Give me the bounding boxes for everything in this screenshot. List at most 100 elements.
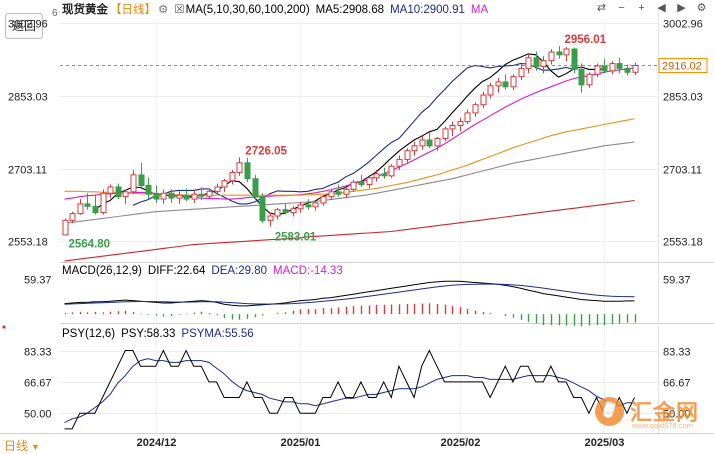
brand-name: 汇金网 xyxy=(630,400,700,425)
candle-body xyxy=(358,181,365,186)
psy-tick-right: 50.00 xyxy=(663,409,691,421)
period-tab[interactable]: 日线 ▼ xyxy=(4,437,40,454)
candle-up xyxy=(274,207,281,220)
candle-down xyxy=(601,58,608,74)
candle-body xyxy=(122,191,129,198)
candle-up xyxy=(312,201,319,211)
candle-up xyxy=(457,117,464,132)
candle-up xyxy=(122,189,129,204)
candle-up xyxy=(525,53,532,74)
candle-up xyxy=(540,56,547,74)
candle-body xyxy=(236,162,243,173)
ma100-line xyxy=(64,141,635,224)
price-tick-right: 3002.96 xyxy=(663,19,703,31)
candle-up xyxy=(594,63,601,78)
psy-layer xyxy=(64,349,635,430)
candle-body xyxy=(457,121,464,127)
left-arrow-icon[interactable]: ◀ xyxy=(657,2,666,14)
candle-body xyxy=(616,63,623,69)
candle-body xyxy=(495,81,502,87)
ma60-line xyxy=(64,118,635,196)
candle-body xyxy=(92,205,99,214)
swap-icon[interactable]: ⇄ xyxy=(596,2,607,14)
minus-icon[interactable]: − xyxy=(618,2,625,14)
candle-body xyxy=(343,188,350,195)
candle-body xyxy=(594,65,601,75)
candle-up xyxy=(191,190,198,203)
candle-body xyxy=(198,193,205,197)
candle-up xyxy=(548,49,555,65)
candle-up xyxy=(404,148,411,163)
candle-body xyxy=(305,204,312,208)
candle-down xyxy=(358,174,365,187)
candle-down xyxy=(168,189,175,203)
candle-up xyxy=(107,184,114,199)
annotation-left-low: 2564.80 xyxy=(69,238,111,250)
back-button[interactable]: 返回 xyxy=(5,13,43,39)
candle-up xyxy=(609,61,616,75)
candle-body xyxy=(259,196,266,221)
macd-dea-line xyxy=(64,283,635,305)
candle-down xyxy=(426,132,433,149)
price-tick-left: 3002.96 xyxy=(8,19,48,31)
price-tick-left: 2703.11 xyxy=(8,165,47,177)
candle-body xyxy=(191,193,198,200)
psy-tick-right: 83.33 xyxy=(663,347,691,359)
candle-up xyxy=(62,218,69,236)
candle-body xyxy=(381,173,388,177)
candle-body xyxy=(480,94,487,106)
last-price-value: 2916.02 xyxy=(662,60,702,72)
candle-body xyxy=(426,139,433,147)
date-tick: 2025/02 xyxy=(441,437,481,449)
candle-up xyxy=(464,109,471,125)
label-layer: 3002.96 3002.96 2853.03 2853.03 2703.11 2703.… xyxy=(2,19,708,449)
candle-body xyxy=(586,73,593,86)
candle-down xyxy=(335,184,342,197)
annotation-mid-low: 2583.01 xyxy=(275,232,317,244)
candle-body xyxy=(609,63,616,72)
candle-body xyxy=(518,67,525,78)
candle-down xyxy=(244,157,251,183)
ma-toggle-icon[interactable]: ☒ xyxy=(174,4,185,16)
candle-body xyxy=(350,181,357,190)
plus-icon[interactable]: + xyxy=(638,2,645,14)
ma30-line xyxy=(64,67,635,200)
period-tab-label: 日线 xyxy=(4,439,29,453)
psyma-line xyxy=(64,358,635,424)
price-tick-right: 2853.03 xyxy=(663,92,703,104)
candle-up xyxy=(449,121,456,137)
settings-icon[interactable]: ⚙ xyxy=(696,2,707,14)
date-tick: 2024/12 xyxy=(137,437,177,449)
grid-layer xyxy=(0,10,714,434)
candle-up xyxy=(388,164,395,178)
candle-layer xyxy=(62,46,639,236)
settings-icon[interactable]: ⚙ xyxy=(158,4,169,16)
candle-body xyxy=(366,177,373,186)
candle-body xyxy=(464,112,471,123)
psy-tick-left: 66.67 xyxy=(24,378,52,390)
candle-body xyxy=(62,219,69,236)
candle-body xyxy=(510,76,517,88)
ma-label: MA(5,10,30,60,100,200) xyxy=(185,4,310,16)
candle-body xyxy=(77,203,84,215)
candle-body xyxy=(419,139,426,147)
candle-body xyxy=(312,202,319,208)
candle-body xyxy=(525,57,532,69)
right-arrow-icon[interactable]: ▶ xyxy=(677,2,686,14)
candle-down xyxy=(556,46,563,59)
candle-down xyxy=(502,74,509,90)
candle-body xyxy=(100,192,107,214)
candle-body xyxy=(502,81,509,88)
candle-up xyxy=(350,179,357,192)
candle-body xyxy=(601,65,608,72)
period-badge[interactable]: 【日线】 xyxy=(110,4,156,16)
candle-body xyxy=(229,171,236,182)
brand-url: www.gold678.com xyxy=(632,421,693,430)
candle-body xyxy=(138,174,145,187)
candle-body xyxy=(373,173,380,179)
candle-up xyxy=(69,211,76,224)
macd-layer xyxy=(64,280,637,327)
candle-body xyxy=(328,191,335,198)
